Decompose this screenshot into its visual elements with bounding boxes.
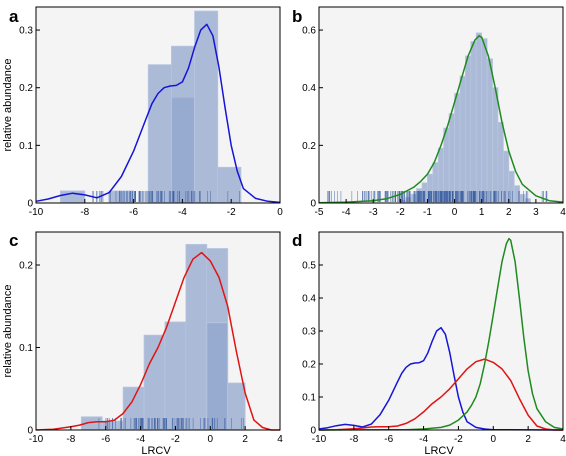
x-tick-label: -8: [349, 434, 358, 445]
x-tick-label: -2: [454, 434, 463, 445]
panel-d: -10 -8 -6 -4 -2 0 2 4 0 0.1 0.2 0.3 0.4 0.5d LRCV: [292, 231, 566, 456]
histogram-bar: [475, 32, 483, 204]
axes-frame: [318, 6, 564, 204]
x-tick-label: -10: [29, 434, 44, 445]
y-tick-label: 0.5: [302, 261, 316, 272]
x-tick-label: -8: [66, 434, 75, 445]
density-curve: [318, 35, 564, 204]
y-tick-label: 0: [27, 426, 33, 437]
plot-area: [319, 232, 563, 430]
y-tick-label: 0.1: [19, 141, 33, 152]
panel-c: -10 -8 -6 -4 -2 0 2 4 0 0.1 0.2c relative abundance…: [2, 231, 283, 456]
density-curve: [318, 358, 563, 431]
y-tick-label: 0.3: [19, 26, 33, 37]
x-tick-label: 1: [479, 207, 485, 218]
x-tick-label: -6: [129, 207, 138, 218]
y-tick-label: 0: [310, 199, 316, 210]
y-axis-label: relative abundance: [2, 59, 14, 152]
histogram-bar: [470, 41, 477, 204]
density-curve: [318, 237, 564, 431]
x-tick-label: 3: [533, 207, 539, 218]
axes-frame: [35, 6, 281, 204]
y-tick-label: 0.1: [19, 343, 33, 354]
x-axis-label: LRCV: [424, 445, 454, 456]
y-tick-label: 0: [310, 426, 316, 437]
panel-b: -5 -4 -3 -2 -1 0 1 2 3 4 0 0.2 0.4 0.6b: [292, 6, 566, 218]
y-tick-label: 0.2: [302, 360, 316, 371]
y-tick-label: 0.4: [302, 83, 316, 94]
histogram-bar: [481, 38, 488, 204]
histogram-bar: [143, 334, 166, 431]
histogram-bar: [492, 87, 499, 204]
x-tick-label: -3: [369, 207, 378, 218]
histogram-bar: [448, 113, 455, 204]
x-tick-label: -2: [396, 207, 405, 218]
panel-label: b: [292, 7, 302, 26]
rug-plot: [98, 418, 244, 429]
x-tick-label: -2: [227, 207, 236, 218]
x-tick-label: -4: [342, 207, 351, 218]
histogram-bar: [519, 193, 526, 204]
x-tick-label: 2: [506, 207, 512, 218]
x-tick-label: 0: [208, 434, 214, 445]
x-tick-label: 2: [242, 434, 248, 445]
histogram-bar: [171, 45, 195, 204]
x-tick-label: -5: [315, 207, 324, 218]
y-tick-label: 0: [27, 199, 33, 210]
histogram-bar: [454, 93, 461, 204]
x-tick-label: -4: [178, 207, 187, 218]
histogram-bar: [185, 243, 208, 431]
histogram-bar: [147, 64, 172, 204]
x-tick-label: 4: [560, 207, 566, 218]
histogram-bar: [206, 322, 229, 431]
x-tick-label: -6: [101, 434, 110, 445]
x-tick-label: 0: [277, 207, 283, 218]
axes-frame: [35, 231, 281, 431]
x-tick-label: -1: [423, 207, 432, 218]
x-tick-label: -4: [419, 434, 428, 445]
x-tick-label: 2: [525, 434, 531, 445]
y-tick-label: 0.6: [302, 26, 316, 37]
panel-label: c: [9, 231, 18, 250]
histogram-bar: [497, 121, 504, 204]
histogram-bar: [227, 382, 246, 431]
x-tick-label: -4: [136, 434, 145, 445]
y-tick-label: 0.2: [19, 261, 33, 272]
panel-a: -10 -8 -6 -4 -2 0 0 0.1 0.2 0.3a relative abundanc…: [2, 6, 283, 218]
histogram-bar: [459, 75, 466, 204]
x-tick-label: -10: [29, 207, 44, 218]
rug-plot: [92, 191, 240, 202]
density-curve: [35, 23, 281, 204]
x-tick-label: -10: [312, 434, 327, 445]
y-tick-label: 0.3: [302, 327, 316, 338]
density-curve: [35, 251, 280, 431]
y-tick-label: 0.1: [302, 393, 316, 404]
y-tick-label: 0.4: [302, 294, 316, 305]
histogram-bar: [508, 170, 515, 204]
histogram-bar: [164, 321, 187, 431]
x-tick-label: -8: [80, 207, 89, 218]
histogram-bar: [486, 58, 493, 204]
histogram-bar: [513, 185, 521, 204]
y-tick-label: 0.2: [302, 141, 316, 152]
histogram-bar: [464, 55, 472, 204]
x-axis-label: LRCV: [141, 445, 171, 456]
x-tick-label: -2: [171, 434, 180, 445]
x-tick-label: 4: [277, 434, 283, 445]
density-curve: [318, 326, 564, 431]
x-tick-label: 0: [452, 207, 458, 218]
panel-label: d: [292, 231, 302, 250]
y-tick-label: 0.2: [19, 83, 33, 94]
x-tick-label: -6: [384, 434, 393, 445]
panel-label: a: [9, 7, 19, 26]
x-tick-label: 0: [491, 434, 497, 445]
x-tick-label: 4: [560, 434, 566, 445]
y-axis-label: relative abundance: [2, 285, 14, 378]
